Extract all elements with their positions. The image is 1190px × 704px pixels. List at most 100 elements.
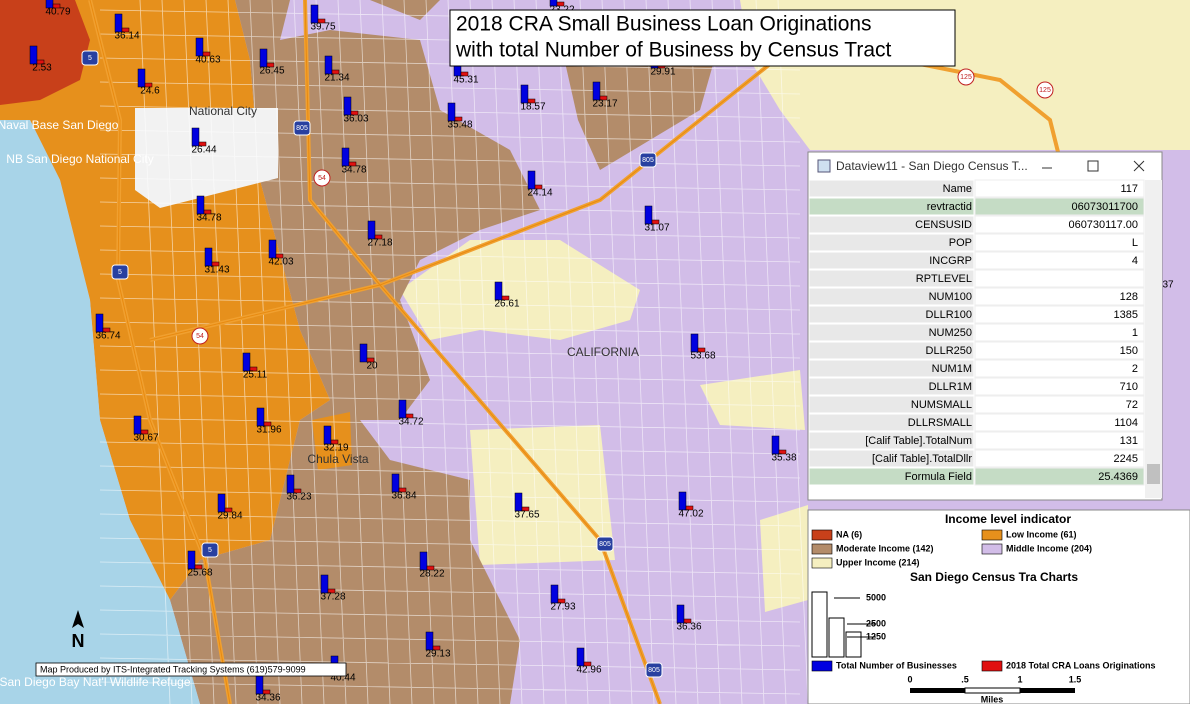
tract-label: 37.28: [320, 592, 345, 603]
tract-label: 26.61: [494, 299, 519, 310]
field-cell: [808, 377, 975, 396]
tract-label: 24.14: [527, 188, 552, 199]
scale-bar: [910, 688, 965, 693]
scale-tick-label: 1.5: [1069, 674, 1082, 684]
shield-label: 54: [318, 175, 326, 182]
tract-label: 47.02: [678, 509, 703, 520]
window-icon: [817, 159, 831, 173]
mini-bar-total: [771, 435, 780, 455]
mini-bar-total: [256, 407, 265, 427]
scrollbar[interactable]: [1145, 180, 1162, 498]
mini-bar-loans: [194, 564, 203, 570]
mini-bar-loans: [556, 1, 565, 7]
mini-bar-total: [494, 281, 503, 301]
mini-bar-loans: [211, 261, 220, 267]
field-value: 1: [1132, 327, 1138, 339]
place-label: NB San Diego National City: [6, 152, 153, 166]
field-cell: [808, 431, 975, 450]
mini-bar-total: [45, 0, 54, 9]
mini-bar-loans: [202, 51, 211, 57]
shield: [596, 536, 614, 552]
shield: [81, 50, 99, 66]
shield-label: 805: [648, 667, 660, 674]
tract-label: 26.45: [259, 66, 284, 77]
value-cell: [974, 467, 1145, 486]
mini-bar-loans: [36, 59, 45, 65]
legend-label: NA (6): [836, 529, 862, 539]
mini-bar-loans: [501, 295, 510, 301]
field-cell: [808, 323, 975, 342]
mini-bar-loans: [651, 219, 660, 225]
mini-bar-loans: [263, 421, 272, 427]
legend-swatch: [811, 543, 833, 555]
legend-label: Low Income (61): [1006, 529, 1077, 539]
shield: [191, 327, 209, 345]
shield: [313, 169, 331, 187]
tract-label: 25.11: [243, 370, 268, 381]
mini-bar-total: [367, 220, 376, 240]
mini-bar-loans: [350, 110, 359, 116]
field-value: 2245: [1114, 453, 1138, 465]
maximize-button[interactable]: [1087, 160, 1099, 172]
scrollbar-thumb[interactable]: [1147, 464, 1160, 484]
value-cell: [974, 179, 1145, 198]
mini-bar-loans: [121, 27, 130, 33]
field-value: 128: [1120, 291, 1138, 303]
field-name: POP: [949, 237, 972, 249]
field-name: NUM250: [929, 327, 972, 339]
value-cell: [974, 287, 1145, 306]
field-value: 06073011700: [1072, 201, 1138, 213]
field-name: [Calif Table].TotalDllr: [872, 453, 972, 465]
shield-label: 5: [208, 547, 212, 554]
tract-label: 40.63: [195, 55, 220, 66]
value-cell: [974, 341, 1145, 360]
field-cell: [808, 233, 975, 252]
field-cell: [808, 287, 975, 306]
field-value: 1385: [1114, 309, 1138, 321]
mini-bar-total: [592, 81, 601, 101]
mini-bar-loans: [224, 507, 233, 513]
field-value: 72: [1126, 399, 1138, 411]
mini-bar-total: [195, 37, 204, 57]
field-name: DLLR250: [926, 345, 972, 357]
mini-bar-total: [425, 631, 434, 651]
shield-label: 125: [960, 74, 972, 81]
shield: [639, 152, 657, 168]
field-name: Name: [943, 183, 972, 195]
water: [0, 120, 200, 704]
place-label: Naval Base San Diego: [0, 118, 119, 132]
legend-swatch: [981, 660, 1003, 672]
field-name: NUM100: [929, 291, 972, 303]
legend-swatch: [981, 529, 1003, 541]
close-button[interactable]: [1133, 160, 1145, 172]
tract-label: 36.14: [114, 31, 139, 42]
shield-label: 805: [642, 157, 654, 164]
map-title: 2018 CRA Small Business Loan Origination…: [456, 13, 872, 36]
dataview-window: Dataview11 - San Diego Census T... Name 1…: [807, 151, 1163, 501]
legend-label: 2018 Total CRA Loans Originations: [1006, 660, 1156, 670]
tract-label: 25.68: [187, 568, 212, 579]
field-name: DLLRSMALL: [908, 417, 972, 429]
place-label: CALIFORNIA: [567, 345, 639, 359]
mini-bar-loans: [102, 327, 111, 333]
shield: [645, 662, 663, 678]
field-name: DLLR1M: [929, 381, 972, 393]
tract-label: 28.22: [419, 569, 444, 580]
mini-bar-loans: [203, 209, 212, 215]
mini-bar-loans: [249, 366, 258, 372]
value-cell: [974, 377, 1145, 396]
legend-swatch: [811, 660, 833, 672]
mini-bar-total: [690, 333, 699, 353]
field-name: revtractid: [927, 201, 972, 213]
mini-bar-total: [320, 574, 329, 594]
size-label: 5000: [866, 592, 886, 602]
field-cell: [808, 269, 975, 288]
mini-bar-loans: [454, 116, 463, 122]
tract-label: 37: [1162, 280, 1174, 291]
mini-bar-total: [550, 584, 559, 604]
field-value: 2: [1132, 363, 1138, 375]
mini-bar-total: [29, 45, 38, 65]
mini-bar-loans: [432, 645, 441, 651]
mini-bar-loans: [534, 184, 543, 190]
